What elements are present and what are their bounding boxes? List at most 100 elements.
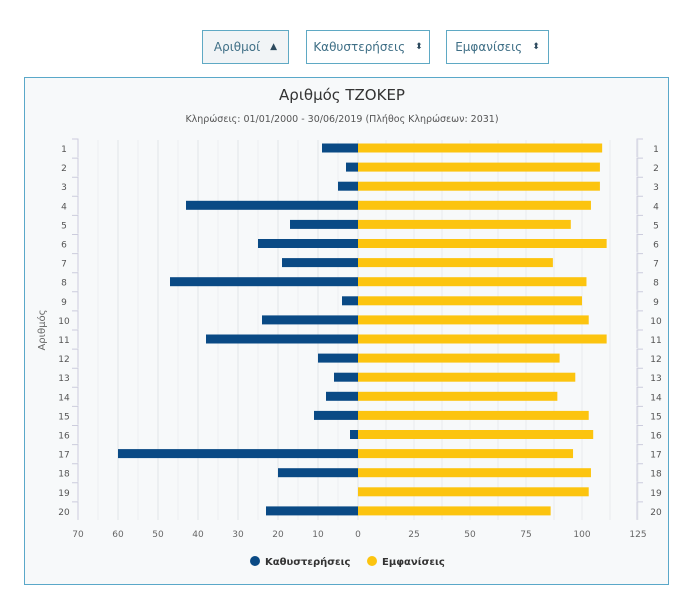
y-tick	[72, 425, 79, 444]
bar-delays	[186, 200, 358, 210]
button-label: Καθυστερήσεις	[313, 40, 406, 54]
y-tick-label-right: 3	[653, 183, 659, 193]
x-tick-label-left: 10	[312, 530, 324, 540]
y-tick-label-right: 2	[653, 164, 659, 174]
bar-delays	[318, 353, 358, 363]
y-tick	[72, 214, 79, 234]
chart-container	[24, 77, 669, 585]
y-tick	[636, 310, 643, 329]
bar-appearances	[358, 239, 607, 248]
y-tick	[72, 195, 79, 215]
bar-delays	[266, 506, 358, 516]
legend-label-appearances: Εμφανίσεις	[382, 556, 445, 568]
y-tick	[636, 463, 643, 482]
x-tick-label-left: 40	[192, 530, 204, 540]
y-tick	[72, 291, 79, 310]
legend-marker-appearances	[367, 556, 377, 566]
y-tick-label-left: 8	[61, 279, 67, 289]
x-tick-label-right: 100	[573, 530, 590, 540]
bar-appearances	[358, 296, 582, 306]
y-tick-label-right: 16	[650, 432, 662, 442]
sort-icon: ⬍	[532, 42, 540, 52]
bar-delays	[278, 468, 358, 478]
bar-delays	[322, 143, 358, 153]
y-tick-label-right: 15	[650, 412, 661, 422]
y-tick-label-left: 16	[58, 432, 70, 442]
y-tick-label-left: 20	[58, 508, 70, 518]
y-tick-label-left: 1	[61, 145, 67, 155]
y-tick-label-left: 13	[58, 374, 69, 384]
y-tick-label-left: 4	[61, 202, 67, 212]
bar-delays	[290, 219, 358, 229]
bar-appearances	[358, 506, 551, 516]
bar-delays	[258, 239, 358, 248]
button-label: Εμφανίσεις	[455, 40, 523, 54]
x-tick-label-left: 50	[152, 530, 164, 540]
x-tick-label-left: 0	[355, 530, 361, 540]
y-tick	[72, 310, 79, 329]
bar-delays	[338, 181, 358, 191]
y-tick-label-right: 17	[650, 451, 661, 461]
y-tick-label-right: 5	[653, 221, 659, 231]
y-tick-label-right: 18	[650, 470, 662, 480]
y-tick-label-left: 5	[61, 221, 67, 231]
y-tick-label-right: 8	[653, 279, 659, 289]
y-tick-label-right: 4	[653, 202, 659, 212]
x-tick-label-right: 25	[408, 530, 419, 540]
y-tick	[72, 463, 79, 482]
bar-appearances	[358, 200, 591, 210]
y-tick-label-right: 13	[650, 374, 661, 384]
y-tick	[636, 329, 643, 348]
y-tick	[636, 195, 643, 215]
y-tick-label-left: 11	[58, 336, 69, 346]
y-tick	[72, 272, 79, 291]
bar-appearances	[358, 315, 589, 325]
y-tick-label-right: 10	[650, 317, 662, 327]
x-tick-label-left: 30	[232, 530, 244, 540]
y-tick	[636, 234, 643, 253]
bar-delays	[342, 296, 358, 306]
y-tick-label-left: 2	[61, 164, 67, 174]
y-tick-label-right: 20	[650, 508, 662, 518]
sort-by-delays-button[interactable]: Καθυστερήσεις ⬍	[306, 30, 430, 64]
sort-by-number-button[interactable]: Αριθμοί ▲	[202, 30, 289, 64]
bar-appearances	[358, 277, 587, 287]
y-tick	[72, 444, 79, 463]
y-tick	[636, 157, 643, 177]
bar-delays	[334, 372, 358, 382]
bar-delays	[282, 258, 358, 268]
y-tick-label-right: 14	[650, 393, 662, 403]
y-tick-label-left: 10	[58, 317, 70, 327]
bar-appearances	[358, 334, 607, 344]
sort-by-appearances-button[interactable]: Εμφανίσεις ⬍	[446, 30, 549, 64]
y-tick	[72, 253, 79, 272]
y-tick	[72, 157, 79, 177]
y-tick	[636, 291, 643, 310]
y-tick	[636, 214, 643, 234]
bar-delays	[314, 410, 358, 420]
y-tick-label-left: 18	[58, 470, 70, 480]
y-tick	[636, 482, 643, 501]
y-tick	[636, 444, 643, 463]
bar-appearances	[358, 449, 574, 459]
y-tick-label-right: 9	[653, 298, 659, 308]
y-tick-label-left: 12	[58, 355, 69, 365]
button-label: Αριθμοί	[213, 40, 261, 54]
y-tick-label-left: 7	[61, 260, 67, 270]
chart-subtitle: Κληρώσεις: 01/01/2000 - 30/06/2019 (Πλήθ…	[185, 114, 498, 125]
y-tick	[72, 501, 79, 520]
y-tick	[636, 405, 643, 425]
y-tick-label-left: 6	[61, 241, 67, 251]
y-tick-label-right: 11	[650, 336, 661, 346]
x-tick-label-right: 75	[520, 530, 531, 540]
bar-appearances	[358, 430, 594, 439]
chart-title: Αριθμός ΤΖΟΚΕΡ	[279, 86, 405, 104]
legend-marker-delays	[250, 556, 260, 566]
y-tick-label-right: 1	[653, 145, 659, 155]
y-tick	[636, 176, 643, 196]
caret-up-icon: ▲	[270, 42, 278, 52]
y-tick	[636, 386, 643, 406]
y-tick-label-left: 19	[58, 489, 70, 499]
y-tick-label-left: 3	[61, 183, 67, 193]
y-tick	[636, 501, 643, 520]
